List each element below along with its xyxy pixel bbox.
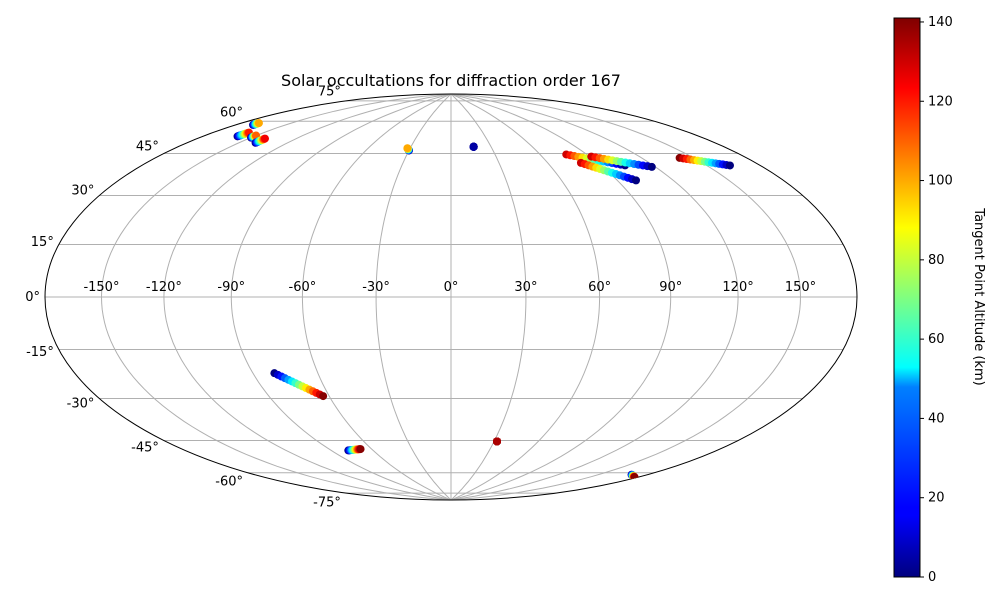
colorbar-tick-label: 80 <box>928 253 945 268</box>
colorbar-label: Tangent Point Altitude (km) <box>971 207 986 385</box>
latitude-tick-label: 30° <box>71 184 94 199</box>
colorbar-gradient <box>893 17 921 578</box>
colorbar-tick-label: 20 <box>928 491 945 506</box>
latitude-tick-label: 75° <box>318 84 341 99</box>
longitude-tick-label: 150° <box>785 280 816 295</box>
latitude-tick-label: -60° <box>215 474 243 489</box>
latitude-tick-label: 60° <box>220 106 243 121</box>
longitude-tick-label: 0° <box>444 280 459 295</box>
longitude-tick-label: -150° <box>83 280 119 295</box>
latitude-tick-label: -45° <box>131 441 159 456</box>
latitude-tick-label: -75° <box>313 496 341 511</box>
occultation-points <box>233 119 734 482</box>
colorbar-tick-label: 140 <box>928 15 953 30</box>
longitude-tick-label: -90° <box>217 280 245 295</box>
occultation-point <box>647 162 656 171</box>
occultation-point <box>725 161 734 170</box>
occultation-point <box>260 134 269 143</box>
map-frame <box>44 93 858 501</box>
latitude-tick-label: 15° <box>31 235 54 250</box>
colorbar-tick-label: 60 <box>928 332 945 347</box>
longitude-tick-label: 120° <box>722 280 753 295</box>
occultation-point <box>469 142 478 151</box>
latitude-tick-label: 0° <box>25 290 40 305</box>
occultation-point <box>492 437 501 446</box>
latitude-tick-label: -15° <box>26 345 54 360</box>
occultation-point <box>319 392 328 401</box>
colorbar-tick-label: 40 <box>928 411 945 426</box>
colorbar-tick-label: 0 <box>928 570 936 585</box>
occultation-point <box>254 119 263 128</box>
latitude-tick-label: -30° <box>67 397 95 412</box>
occultation-point <box>632 176 641 185</box>
occultation-point <box>630 473 639 482</box>
latitude-tick-labels: -75° -60° -45° -30° -15° 0° 15° 30° 45° 60° 75° <box>25 84 341 510</box>
latitude-tick-label: 45° <box>136 139 159 154</box>
longitude-tick-labels: -150° -120° -90° -60° -30° 0° 30° 60° 90° 120° 150… <box>83 280 816 295</box>
longitude-tick-label: -60° <box>289 280 317 295</box>
colorbar-ticks: 0 20 40 60 80 100 120 140 <box>920 15 953 585</box>
colorbar-tick-label: 100 <box>928 174 953 189</box>
longitude-tick-label: -120° <box>146 280 182 295</box>
colorbar-tick-label: 120 <box>928 94 953 109</box>
occultation-point <box>356 445 365 454</box>
occultation-point <box>403 144 412 153</box>
colorbar: 0 20 40 60 80 100 120 140 Tangent Point Altitud… <box>893 15 986 585</box>
longitude-tick-label: -30° <box>362 280 390 295</box>
longitude-tick-label: 90° <box>659 280 682 295</box>
longitude-tick-label: 30° <box>514 280 537 295</box>
longitude-tick-label: 60° <box>588 280 611 295</box>
chart-title: Solar occultations for diffraction order… <box>281 71 621 90</box>
map-grid <box>45 94 857 500</box>
